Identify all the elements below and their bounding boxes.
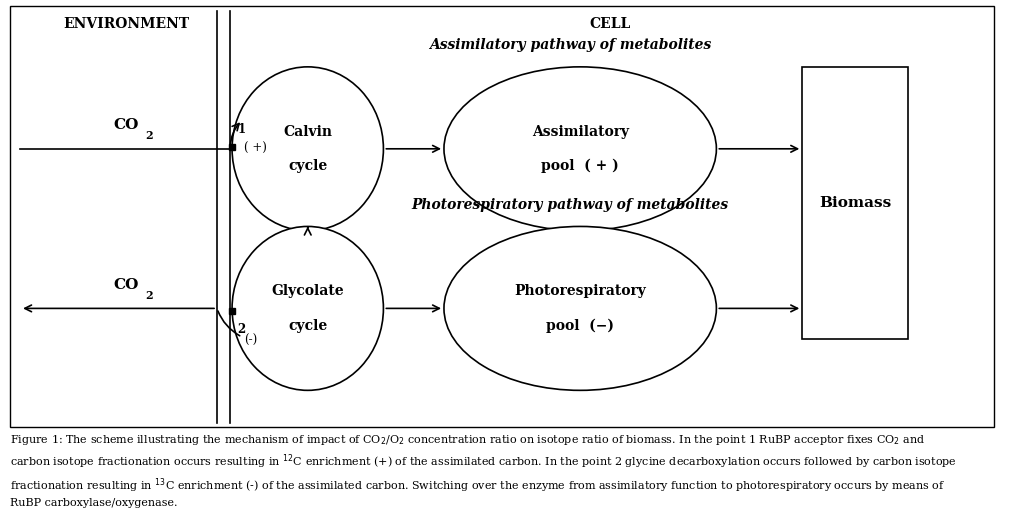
Ellipse shape	[444, 226, 716, 390]
Text: Calvin: Calvin	[284, 125, 332, 138]
Text: Assimilatory: Assimilatory	[532, 125, 629, 138]
Text: 2: 2	[145, 130, 153, 141]
Text: (-): (-)	[244, 335, 257, 347]
Ellipse shape	[444, 67, 716, 231]
Text: pool  ( + ): pool ( + )	[541, 159, 620, 173]
Text: CELL: CELL	[590, 17, 631, 31]
Text: Assimilatory pathway of metabolites: Assimilatory pathway of metabolites	[429, 38, 711, 52]
Text: 2: 2	[145, 290, 153, 301]
Text: ( +): ( +)	[244, 143, 267, 155]
Text: Glycolate: Glycolate	[271, 284, 344, 298]
Bar	[802, 67, 908, 339]
Text: CO: CO	[113, 278, 139, 292]
Text: Biomass: Biomass	[819, 196, 891, 210]
Text: Photorespiratory pathway of metabolites: Photorespiratory pathway of metabolites	[412, 198, 728, 212]
Text: pool  (−): pool (−)	[546, 318, 614, 333]
Text: cycle: cycle	[289, 159, 327, 173]
Text: Photorespiratory: Photorespiratory	[515, 284, 646, 298]
Text: ENVIRONMENT: ENVIRONMENT	[63, 17, 190, 31]
Text: cycle: cycle	[289, 319, 327, 332]
Text: 2: 2	[237, 323, 245, 337]
Text: CO: CO	[113, 118, 139, 132]
Ellipse shape	[232, 226, 383, 390]
Text: 1: 1	[237, 123, 245, 136]
Ellipse shape	[232, 67, 383, 231]
Text: Figure 1: The scheme illustrating the mechanism of impact of CO$_2$/O$_2$ concen: Figure 1: The scheme illustrating the me…	[10, 433, 957, 508]
